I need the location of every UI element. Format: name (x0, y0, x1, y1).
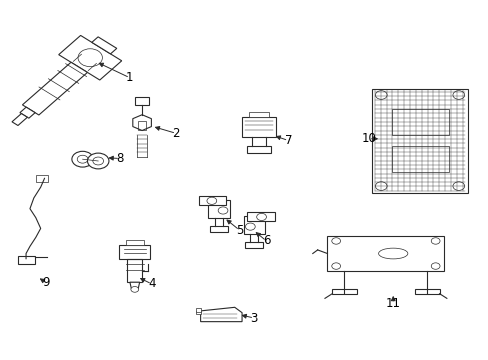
Circle shape (218, 207, 227, 214)
Polygon shape (331, 289, 356, 294)
Polygon shape (195, 311, 200, 315)
Circle shape (87, 153, 109, 169)
Circle shape (245, 223, 255, 230)
Text: 4: 4 (148, 278, 155, 291)
Polygon shape (59, 35, 122, 80)
Polygon shape (246, 212, 274, 221)
Polygon shape (195, 309, 200, 312)
Text: 7: 7 (284, 134, 291, 147)
Polygon shape (22, 62, 87, 115)
Circle shape (256, 213, 266, 221)
Polygon shape (249, 112, 268, 117)
Circle shape (452, 91, 464, 99)
Polygon shape (414, 289, 439, 294)
Circle shape (375, 182, 386, 190)
Text: 10: 10 (361, 132, 375, 145)
Circle shape (452, 182, 464, 190)
Text: 6: 6 (262, 234, 270, 247)
Text: 1: 1 (126, 71, 133, 84)
Polygon shape (126, 240, 143, 244)
Polygon shape (200, 307, 242, 321)
Text: 8: 8 (116, 152, 123, 165)
Circle shape (375, 91, 386, 99)
Text: 11: 11 (385, 297, 400, 310)
Circle shape (206, 197, 216, 204)
Polygon shape (92, 37, 117, 54)
Circle shape (72, 151, 93, 167)
Circle shape (93, 157, 103, 165)
Circle shape (131, 287, 139, 292)
Polygon shape (12, 113, 27, 126)
Polygon shape (20, 107, 35, 118)
Polygon shape (198, 196, 226, 205)
Circle shape (78, 49, 102, 67)
Polygon shape (391, 146, 447, 172)
Text: 5: 5 (235, 224, 243, 237)
Text: 3: 3 (250, 311, 257, 325)
Text: 9: 9 (41, 276, 49, 289)
Polygon shape (133, 115, 151, 131)
Text: 2: 2 (172, 127, 180, 140)
Circle shape (77, 155, 88, 163)
Polygon shape (391, 109, 447, 135)
Polygon shape (130, 282, 140, 289)
